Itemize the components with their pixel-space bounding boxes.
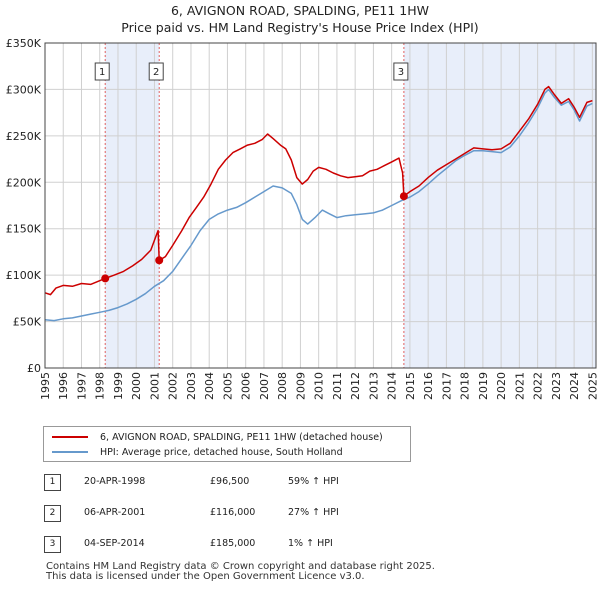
transaction-number-badge: 1 — [44, 474, 61, 491]
hpi-line — [44, 88, 593, 322]
x-tick-label: 2020 — [495, 372, 508, 400]
plot-frame — [44, 42, 597, 369]
x-tick-label: 2013 — [367, 372, 380, 400]
sale-flag-box — [94, 62, 110, 81]
x-tick-label: 1998 — [94, 372, 107, 400]
y-tick-label: £50K — [13, 316, 42, 329]
x-tick-label: 1999 — [112, 372, 125, 400]
transaction-hpi-diff: 27% ↑ HPI — [288, 507, 339, 518]
footer-line1: Contains HM Land Registry data © Crown c… — [46, 561, 435, 572]
sale-point — [101, 274, 110, 283]
chart-title-line1: 6, AVIGNON ROAD, SPALDING, PE11 1HW — [170, 3, 430, 18]
x-tick-label: 2022 — [532, 372, 545, 400]
x-tick-label: 2008 — [276, 372, 289, 400]
y-tick-label: £200K — [6, 176, 42, 189]
x-tick-label: 2010 — [313, 372, 326, 400]
transaction-date: 04-SEP-2014 — [84, 538, 145, 549]
transaction-hpi-diff: 1% ↑ HPI — [288, 538, 333, 549]
x-tick-label: 1997 — [75, 372, 88, 400]
transaction-date: 06-APR-2001 — [84, 507, 146, 518]
transaction-number-badge: 2 — [44, 505, 61, 522]
x-tick-label: 2025 — [586, 372, 599, 400]
x-tick-label: 2016 — [422, 372, 435, 400]
transaction-date: 20-APR-1998 — [84, 476, 146, 487]
shaded-range — [403, 43, 596, 368]
sale-flag-box — [148, 62, 164, 81]
x-tick-label: 2024 — [568, 372, 581, 400]
sale-point — [399, 192, 408, 201]
x-tick-label: 2000 — [130, 372, 143, 400]
x-tick-label: 2006 — [240, 372, 253, 400]
table-row: 3 04-SEP-2014 £185,000 1% ↑ HPI — [44, 536, 404, 554]
transaction-hpi-diff: 59% ↑ HPI — [288, 476, 339, 487]
x-tick-label: 2011 — [331, 372, 344, 400]
legend-price-label: 6, AVIGNON ROAD, SPALDING, PE11 1HW (det… — [100, 431, 383, 443]
legend-hpi-label: HPI: Average price, detached house, Sout… — [100, 446, 343, 458]
transaction-number-badge: 3 — [44, 536, 61, 553]
sale-flag-box — [393, 62, 409, 81]
sale-flag-label: 3 — [398, 67, 404, 78]
x-tick-label: 2017 — [440, 372, 453, 400]
sale-flag-label: 1 — [99, 67, 105, 78]
x-tick-label: 2021 — [513, 372, 526, 400]
x-tick-label: 2018 — [459, 372, 472, 400]
x-tick-label: 2003 — [185, 372, 198, 400]
y-tick-label: £100K — [6, 269, 42, 282]
x-tick-label: 2009 — [294, 372, 307, 400]
shaded-range — [105, 43, 160, 368]
x-tick-label: 2005 — [221, 372, 234, 400]
y-tick-label: £150K — [6, 223, 42, 236]
y-tick-label: £250K — [6, 130, 42, 143]
y-tick-label: £350K — [6, 37, 42, 50]
x-tick-label: 2012 — [349, 372, 362, 400]
price-chart: 1 2 3 £0 £50K £100K £150K £200K £250K £300K £350K… — [6, 37, 600, 400]
x-tick-label: 2007 — [258, 372, 271, 400]
legend-price-swatch — [52, 436, 88, 438]
x-tick-label: 2002 — [167, 372, 180, 400]
legend-hpi-swatch — [52, 451, 88, 453]
y-tick-label: £0 — [27, 362, 41, 375]
transaction-price: £96,500 — [210, 476, 250, 487]
sale-point — [155, 256, 164, 265]
legend: 6, AVIGNON ROAD, SPALDING, PE11 1HW (det… — [43, 426, 411, 462]
transaction-price: £116,000 — [210, 507, 256, 518]
x-tick-label: 2019 — [477, 372, 490, 400]
x-tick-label: 1995 — [39, 372, 52, 400]
x-tick-label: 1996 — [57, 372, 70, 400]
y-tick-label: £300K — [6, 83, 42, 96]
price-paid-line — [44, 85, 593, 296]
x-tick-label: 2001 — [148, 372, 161, 400]
table-row: 1 20-APR-1998 £96,500 59% ↑ HPI — [44, 474, 404, 492]
footer: Contains HM Land Registry data © Crown c… — [46, 562, 435, 582]
x-tick-label: 2004 — [203, 372, 216, 400]
legend-item-price: 6, AVIGNON ROAD, SPALDING, PE11 1HW (det… — [52, 430, 383, 444]
x-tick-label: 2023 — [550, 372, 563, 400]
legend-item-hpi: HPI: Average price, detached house, Sout… — [52, 445, 343, 459]
transaction-price: £185,000 — [210, 538, 256, 549]
table-row: 2 06-APR-2001 £116,000 27% ↑ HPI — [44, 505, 404, 523]
x-tick-label: 2014 — [386, 372, 399, 400]
chart-title-line2: Price paid vs. HM Land Registry's House … — [121, 20, 479, 35]
sale-flag-label: 2 — [153, 67, 159, 78]
chart-title: 6, AVIGNON ROAD, SPALDING, PE11 1HW Pric… — [0, 2, 600, 36]
x-tick-label: 2015 — [404, 372, 417, 400]
footer-line2: This data is licensed under the Open Gov… — [46, 571, 365, 582]
